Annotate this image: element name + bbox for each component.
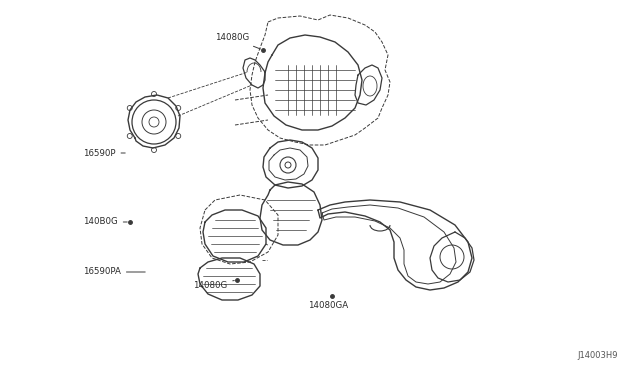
Text: 16590P: 16590P bbox=[83, 148, 125, 157]
Text: 140B0G: 140B0G bbox=[83, 218, 127, 227]
Text: 14080G: 14080G bbox=[193, 280, 234, 289]
Text: 14080GA: 14080GA bbox=[308, 296, 348, 310]
Text: 16590PA: 16590PA bbox=[83, 267, 145, 276]
Text: J14003H9: J14003H9 bbox=[577, 351, 618, 360]
Text: 14080G: 14080G bbox=[215, 33, 260, 49]
